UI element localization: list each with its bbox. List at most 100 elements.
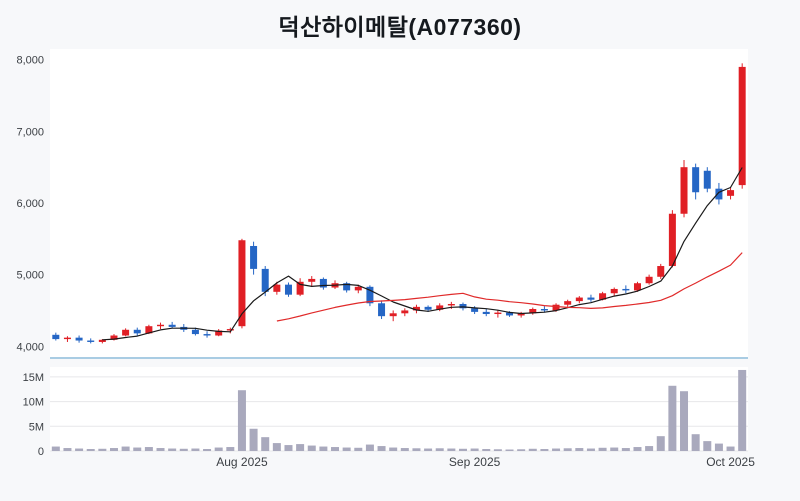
volume-bar — [493, 449, 502, 451]
candle-body — [517, 313, 525, 316]
volume-bar — [226, 447, 235, 451]
candle-body — [296, 281, 304, 295]
volume-bar — [714, 443, 723, 451]
volume-bar — [552, 448, 561, 451]
candle-body — [599, 293, 607, 300]
candle-body — [633, 283, 641, 291]
volume-plot-area — [50, 367, 748, 451]
candle-body — [110, 335, 118, 340]
candle-body — [715, 188, 723, 200]
candle-body — [261, 268, 269, 292]
volume-bar — [284, 445, 293, 451]
candle-body — [680, 167, 688, 214]
volume-bar — [703, 441, 712, 451]
volume-bar — [668, 385, 677, 451]
candle-body — [529, 309, 537, 314]
volume-bar — [133, 447, 142, 451]
candle-body — [575, 297, 583, 302]
volume-bar — [98, 448, 107, 451]
candle-body — [622, 288, 630, 291]
candle-body — [494, 312, 502, 315]
price-axis-label: 7,000 — [16, 126, 44, 138]
candle-body — [319, 278, 327, 288]
candle-body — [436, 305, 444, 310]
candle-body — [284, 284, 292, 295]
ma20-line — [276, 252, 743, 322]
candle-body — [668, 213, 676, 267]
volume-bar — [540, 449, 549, 451]
candle-body — [412, 306, 420, 311]
price-axis-label: 4,000 — [16, 341, 44, 353]
candle-body — [424, 306, 432, 310]
price-plot-area — [50, 49, 748, 357]
price-axis-label: 6,000 — [16, 198, 44, 210]
candle-body — [587, 297, 595, 300]
candle-body — [343, 283, 351, 291]
volume-bar — [726, 446, 735, 451]
volume-bar — [86, 449, 95, 451]
candle-body — [366, 286, 374, 304]
volume-bar — [400, 448, 409, 451]
volume-bar — [249, 428, 258, 451]
volume-bar — [691, 434, 700, 451]
candle-body — [52, 334, 60, 340]
volume-bar — [365, 444, 374, 451]
candle-body — [610, 288, 618, 294]
chart-title: 덕산하이메탈(A077360) — [278, 14, 522, 40]
candle-body — [354, 286, 362, 291]
volume-bar — [610, 447, 619, 451]
volume-bar — [63, 448, 72, 451]
candle-body — [168, 324, 176, 327]
volume-bar — [389, 447, 398, 451]
candle-body — [215, 330, 223, 336]
candle-body — [459, 303, 467, 309]
candle-body — [540, 309, 548, 311]
volume-bar — [738, 369, 747, 451]
volume-bar — [109, 448, 118, 451]
volume-bar — [261, 437, 270, 451]
volume-bar — [435, 448, 444, 451]
candle-body — [308, 278, 316, 282]
volume-bar — [191, 448, 200, 451]
candle-body — [145, 326, 153, 334]
candle-body — [564, 301, 572, 305]
volume-bar — [319, 446, 328, 451]
candle-body — [238, 240, 246, 327]
candle-body — [203, 334, 211, 336]
volume-axis-label: 5M — [29, 421, 44, 433]
volume-bar — [575, 448, 584, 451]
volume-bar — [412, 448, 421, 451]
volume-bar — [656, 436, 665, 451]
volume-bar — [121, 446, 130, 451]
volume-bar — [563, 448, 572, 451]
candle-body — [87, 340, 95, 342]
candle-body — [98, 339, 106, 342]
volume-bar — [237, 390, 246, 451]
volume-bar — [680, 391, 689, 451]
candle-body — [692, 167, 700, 193]
volume-bar — [633, 447, 642, 451]
candle-body — [63, 337, 71, 340]
candle-body — [738, 66, 746, 186]
price-axis-label: 8,000 — [16, 55, 44, 67]
candle-body — [191, 329, 199, 335]
volume-bar — [156, 448, 165, 451]
candle-body — [226, 329, 234, 331]
candle-body — [482, 311, 490, 315]
candle-body — [552, 304, 560, 311]
ma5-line — [102, 167, 743, 341]
volume-bar — [179, 448, 188, 451]
volume-bar — [331, 447, 340, 451]
price-axis-label: 5,000 — [16, 270, 44, 282]
volume-axis-label: 0 — [38, 446, 44, 458]
volume-bar — [458, 448, 467, 451]
volume-bar — [377, 446, 386, 451]
candle-body — [75, 337, 83, 341]
volume-bar — [342, 447, 351, 451]
candle-body — [250, 245, 258, 269]
volume-bar — [307, 445, 316, 451]
x-axis-label: Sep 2025 — [449, 455, 501, 469]
volume-bar — [528, 448, 537, 451]
candle-body — [273, 284, 281, 292]
